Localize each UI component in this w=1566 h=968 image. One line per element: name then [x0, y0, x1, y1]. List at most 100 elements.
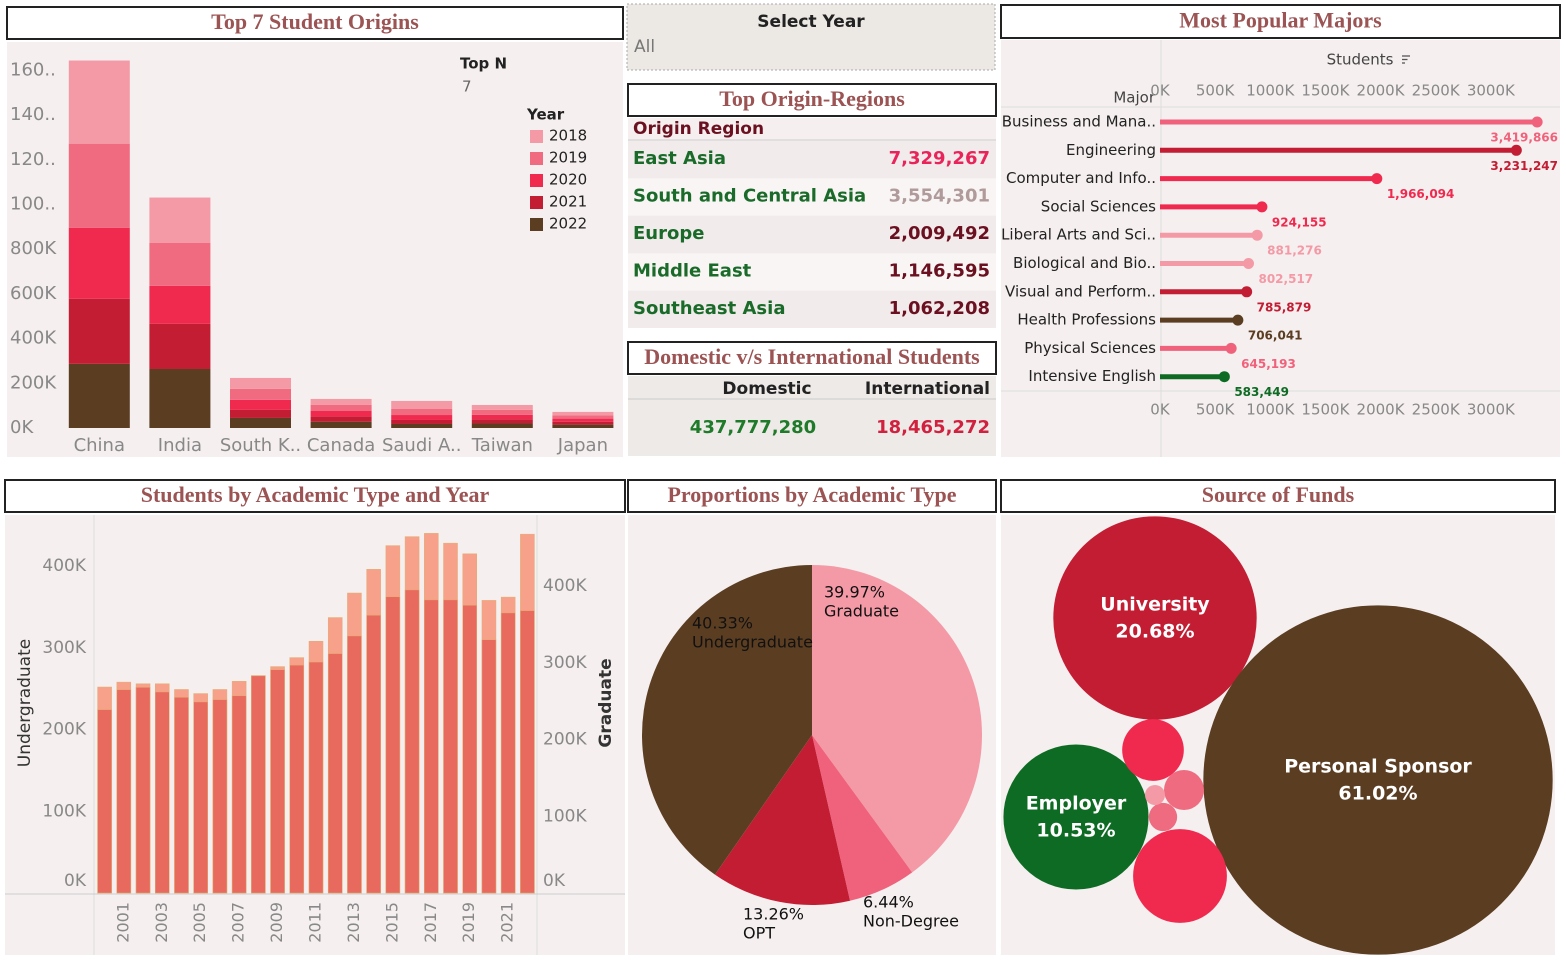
bar-segment [471, 419, 533, 424]
bar [366, 614, 381, 894]
x-tick-label: 2007 [229, 902, 248, 943]
x-tick-label: 3000K [1467, 401, 1516, 419]
value-label: 1,966,094 [1387, 187, 1455, 201]
x-tick-label: 0K [1150, 82, 1171, 100]
slice-value: 40.33% [692, 614, 753, 633]
category-label: Health Professions [1017, 311, 1156, 329]
bar [289, 664, 305, 894]
category-label: Biological and Bio.. [1013, 254, 1156, 272]
lollipop-dot [1241, 286, 1253, 298]
bubble [1203, 605, 1553, 955]
y-tick-label: 0K [10, 417, 34, 438]
region-name: Southeast Asia [633, 298, 785, 319]
bar [347, 635, 362, 894]
slice-value: 13.26% [743, 905, 804, 924]
parameter-value: 7 [462, 78, 472, 96]
bar [270, 669, 285, 894]
y-tick-label: 140.. [10, 104, 56, 125]
bar-segment [230, 409, 291, 418]
bar [520, 610, 535, 894]
value-label: 583,449 [1234, 385, 1289, 399]
y-axis-title: Undergraduate [15, 639, 35, 767]
domestic-value: 437,777,280 [690, 417, 816, 438]
y-tick-label: 0K [64, 871, 87, 891]
bar-segment [230, 417, 291, 428]
bar-segment [391, 400, 453, 409]
x-tick-label: 2011 [306, 902, 325, 943]
bar-segment [68, 60, 130, 144]
bar-segment [391, 409, 453, 416]
x-tick-label: India [158, 435, 202, 456]
legend-label: 2021 [549, 193, 587, 211]
y-tick-label: 600K [10, 283, 57, 304]
category-label: Business and Mana.. [1002, 113, 1156, 131]
x-tick-label: China [74, 435, 125, 456]
bubble [1122, 719, 1184, 781]
x-tick-label: 1000K [1246, 82, 1295, 100]
y-tick-label: 800K [10, 238, 57, 259]
region-students: 2,009,492 [889, 223, 990, 244]
title-box [1000, 4, 1561, 39]
year-filter[interactable] [626, 3, 996, 71]
y-tick-label: 100K [42, 801, 86, 821]
bar-segment [230, 377, 291, 389]
bar-segment [391, 423, 453, 428]
title-box [1000, 479, 1556, 513]
region-name: East Asia [633, 148, 726, 169]
y-tick-label: 200K [42, 720, 86, 740]
bar [193, 701, 208, 894]
value-label: 881,276 [1267, 244, 1322, 258]
legend-swatch [530, 174, 543, 187]
lollipop-dot [1256, 201, 1268, 213]
panel-title: Students by Academic Type and Year [141, 482, 490, 507]
bar-segment [310, 421, 372, 428]
bubble-value: 61.02% [1338, 783, 1417, 805]
lollipop-dot [1232, 314, 1244, 326]
x-tick-label: 2021 [498, 902, 517, 943]
value-label: 785,879 [1257, 300, 1312, 314]
bar-segment [149, 242, 211, 286]
bar [212, 699, 228, 894]
legend-label: 2020 [549, 171, 587, 189]
table-row [628, 178, 996, 216]
y2-tick-label: 200K [543, 730, 587, 750]
bar-segment [471, 409, 533, 415]
region-students: 1,146,595 [889, 261, 990, 282]
bar [155, 691, 170, 894]
bubble-label: Personal Sponsor [1284, 756, 1472, 778]
x-tick-label: 2000K [1357, 401, 1406, 419]
x-tick-label: 2000K [1357, 82, 1406, 100]
bubble-value: 10.53% [1036, 820, 1115, 842]
pie-slice [812, 565, 983, 873]
pie-slice [642, 565, 812, 875]
y2-axis-title: Graduate [596, 658, 616, 747]
panel-title: Top 7 Student Origins [211, 9, 419, 34]
value-label: 3,231,247 [1490, 159, 1558, 173]
lollipop-dot [1251, 229, 1263, 241]
bubble [1164, 770, 1204, 810]
region-name: Middle East [633, 261, 752, 282]
y-tick-label: 160.. [10, 59, 56, 80]
category-label: Engineering [1066, 141, 1156, 159]
lollipop-dot [1225, 342, 1237, 354]
legend-swatch [530, 130, 543, 143]
region-students: 3,554,301 [889, 186, 990, 207]
value-label: 924,155 [1272, 215, 1327, 229]
bubble-label: University [1100, 594, 1210, 616]
value-label: 645,193 [1241, 357, 1296, 371]
table-row [628, 141, 996, 178]
region-students: 1,062,208 [889, 298, 990, 319]
bar-segment [230, 388, 291, 400]
legend-swatch [530, 196, 543, 209]
x-tick-label: Saudi A.. [382, 435, 461, 456]
table-row [628, 253, 996, 291]
filter-label: Select Year [757, 12, 865, 32]
legend-label: 2022 [549, 215, 587, 233]
table-bg [628, 376, 996, 456]
value-label: 3,419,866 [1490, 131, 1558, 145]
x-tick-label: 500K [1196, 401, 1236, 419]
panel-title: Source of Funds [1202, 482, 1355, 507]
category-label: Social Sciences [1041, 197, 1156, 215]
y2-tick-label: 0K [543, 871, 566, 891]
slice-label: Undergraduate [692, 633, 813, 652]
